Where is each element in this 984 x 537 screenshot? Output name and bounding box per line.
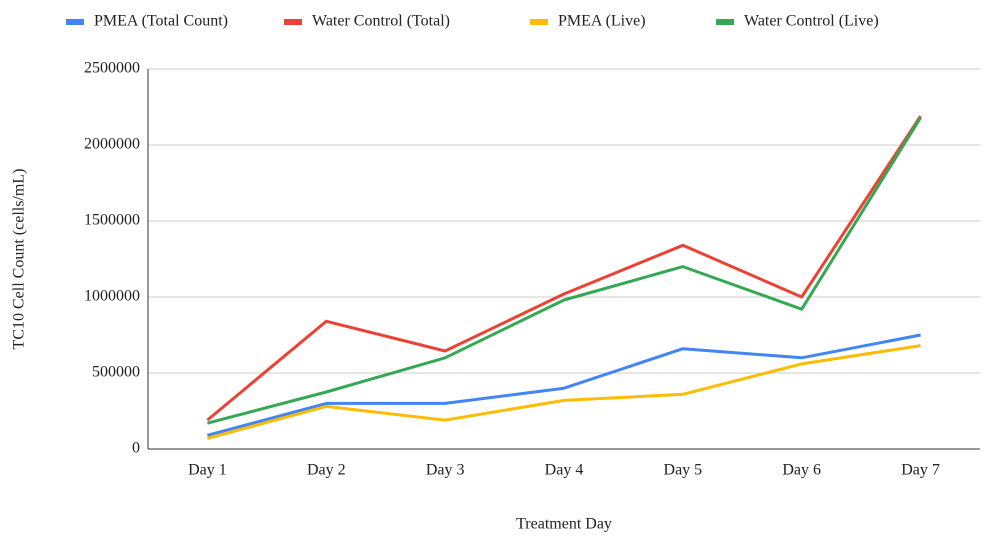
legend-swatch xyxy=(284,19,302,25)
y-axis-title: TC10 Cell Count (cells/mL) xyxy=(11,169,28,350)
y-tick-label: 2500000 xyxy=(84,60,140,77)
legend-swatch xyxy=(66,19,84,25)
x-tick-label: Day 3 xyxy=(426,462,465,479)
series-line xyxy=(207,333,921,437)
legend-label: PMEA (Total Count) xyxy=(94,13,228,30)
legend-swatch xyxy=(716,19,734,25)
legend-label: Water Control (Live) xyxy=(744,13,879,30)
y-tick-label: 1000000 xyxy=(84,288,140,305)
series-line xyxy=(207,344,921,440)
legend-swatch xyxy=(530,19,548,25)
legend-label: PMEA (Live) xyxy=(558,13,646,30)
y-tick-label: 1500000 xyxy=(84,212,140,229)
x-tick-label: Day 5 xyxy=(664,462,703,479)
x-tick-label: Day 4 xyxy=(545,462,584,479)
x-axis-title: Treatment Day xyxy=(516,516,612,533)
y-tick-label: 500000 xyxy=(92,364,140,381)
series-line xyxy=(207,116,922,425)
x-tick-label: Day 6 xyxy=(782,462,821,479)
y-tick-label: 0 xyxy=(132,440,140,457)
series-line xyxy=(206,115,922,422)
x-tick-label: Day 1 xyxy=(188,462,227,479)
x-tick-label: Day 2 xyxy=(307,462,346,479)
y-tick-label: 2000000 xyxy=(84,136,140,153)
x-tick-label: Day 7 xyxy=(901,462,940,479)
legend-label: Water Control (Total) xyxy=(312,13,450,30)
